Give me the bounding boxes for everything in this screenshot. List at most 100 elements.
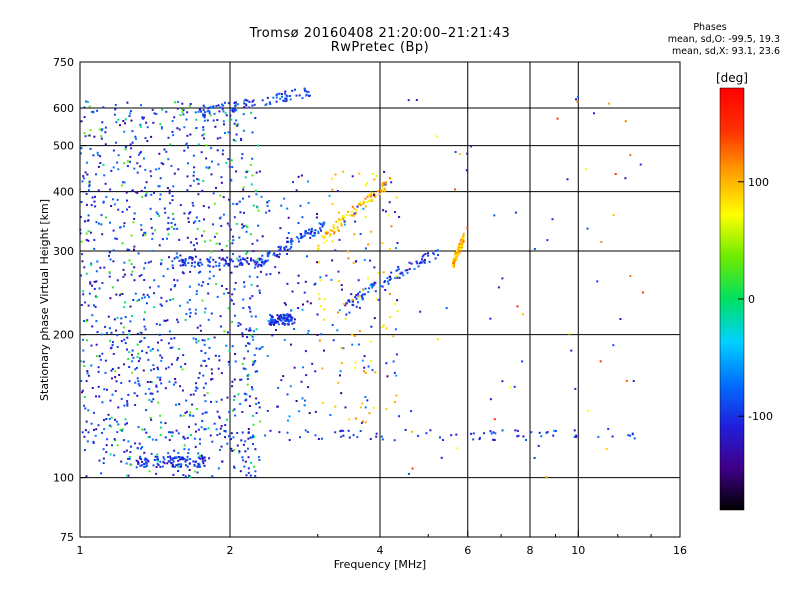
echo-point bbox=[244, 176, 247, 179]
echo-point bbox=[237, 322, 240, 325]
echo-point bbox=[138, 442, 141, 445]
echo-point bbox=[288, 439, 291, 441]
echo-point bbox=[239, 262, 242, 265]
echo-point bbox=[225, 244, 228, 247]
echo-point bbox=[188, 469, 191, 471]
echo-point bbox=[336, 226, 339, 229]
echo-point bbox=[149, 417, 152, 419]
echo-point bbox=[191, 201, 194, 204]
echo-point bbox=[363, 355, 366, 358]
echo-point bbox=[251, 363, 254, 366]
echo-point bbox=[228, 349, 231, 352]
echo-point bbox=[306, 255, 308, 258]
echo-point bbox=[143, 279, 146, 281]
echo-point bbox=[230, 179, 233, 182]
echo-point bbox=[248, 329, 251, 332]
echo-point bbox=[191, 258, 194, 260]
echo-point bbox=[250, 183, 253, 186]
echo-point bbox=[200, 454, 203, 457]
echo-point bbox=[207, 264, 210, 267]
echo-point bbox=[186, 111, 189, 114]
echo-point bbox=[83, 396, 86, 398]
echo-point bbox=[202, 128, 205, 131]
echo-point bbox=[95, 428, 98, 431]
echo-point bbox=[374, 371, 377, 374]
echo-point bbox=[257, 456, 260, 458]
echo-point bbox=[126, 248, 129, 251]
echo-point bbox=[241, 226, 244, 229]
echo-point bbox=[185, 142, 188, 145]
echo-point bbox=[288, 415, 291, 418]
echo-point bbox=[203, 394, 206, 397]
echo-point bbox=[383, 187, 386, 190]
echo-point bbox=[286, 431, 289, 434]
echo-point bbox=[363, 201, 366, 204]
echo-point bbox=[143, 337, 146, 339]
echo-point bbox=[361, 289, 364, 292]
echo-point bbox=[167, 233, 170, 236]
echo-point bbox=[261, 99, 264, 102]
echo-point bbox=[167, 227, 170, 230]
echo-point bbox=[639, 163, 642, 166]
echo-point bbox=[112, 149, 115, 152]
echo-point bbox=[200, 284, 203, 287]
echo-point bbox=[212, 265, 215, 268]
echo-point bbox=[177, 459, 180, 462]
echo-point bbox=[382, 184, 385, 187]
echo-point bbox=[189, 133, 192, 136]
echo-point bbox=[203, 137, 206, 140]
echo-point bbox=[192, 337, 195, 340]
echo-point bbox=[470, 145, 473, 148]
echo-point bbox=[250, 386, 253, 389]
echo-point bbox=[303, 291, 306, 294]
echo-point bbox=[120, 460, 123, 463]
echo-point bbox=[88, 183, 91, 186]
echo-point bbox=[317, 231, 320, 234]
echo-point bbox=[207, 338, 210, 341]
echo-point bbox=[371, 172, 374, 175]
echo-point bbox=[189, 393, 192, 396]
echo-point bbox=[175, 464, 178, 467]
echo-point bbox=[109, 188, 112, 191]
echo-point bbox=[194, 470, 197, 473]
echo-point bbox=[167, 216, 170, 219]
echo-point bbox=[218, 242, 221, 245]
echo-point bbox=[174, 456, 177, 459]
echo-point bbox=[138, 298, 140, 301]
echo-point bbox=[230, 118, 233, 121]
echo-point bbox=[309, 302, 312, 305]
echo-point bbox=[576, 100, 579, 103]
echo-point bbox=[254, 266, 256, 269]
echo-point bbox=[172, 134, 175, 137]
echo-point bbox=[546, 239, 549, 242]
echo-point bbox=[204, 240, 207, 243]
echo-point bbox=[169, 143, 172, 146]
echo-point bbox=[121, 210, 124, 213]
echo-point bbox=[364, 287, 367, 290]
echo-point bbox=[261, 345, 264, 348]
echo-point bbox=[224, 132, 226, 134]
echo-point bbox=[352, 214, 355, 217]
echo-point bbox=[436, 338, 439, 341]
echo-point bbox=[150, 369, 153, 372]
y-tick-label: 750 bbox=[53, 56, 74, 69]
echo-point bbox=[248, 306, 251, 309]
echo-point bbox=[283, 317, 286, 320]
echo-point bbox=[282, 316, 285, 319]
echo-point bbox=[90, 344, 93, 347]
echo-point bbox=[501, 277, 504, 280]
echo-point bbox=[199, 438, 201, 441]
echo-point bbox=[394, 276, 397, 279]
echo-point bbox=[130, 263, 133, 265]
echo-point bbox=[238, 255, 241, 258]
echo-point bbox=[219, 216, 222, 219]
echo-point bbox=[128, 259, 131, 262]
echo-point bbox=[244, 103, 247, 106]
echo-point bbox=[156, 349, 159, 352]
echo-point bbox=[218, 262, 221, 265]
echo-point bbox=[624, 177, 627, 180]
echo-point bbox=[367, 194, 370, 196]
echo-point bbox=[390, 277, 393, 280]
echo-point bbox=[207, 292, 210, 295]
echo-point bbox=[249, 307, 251, 310]
